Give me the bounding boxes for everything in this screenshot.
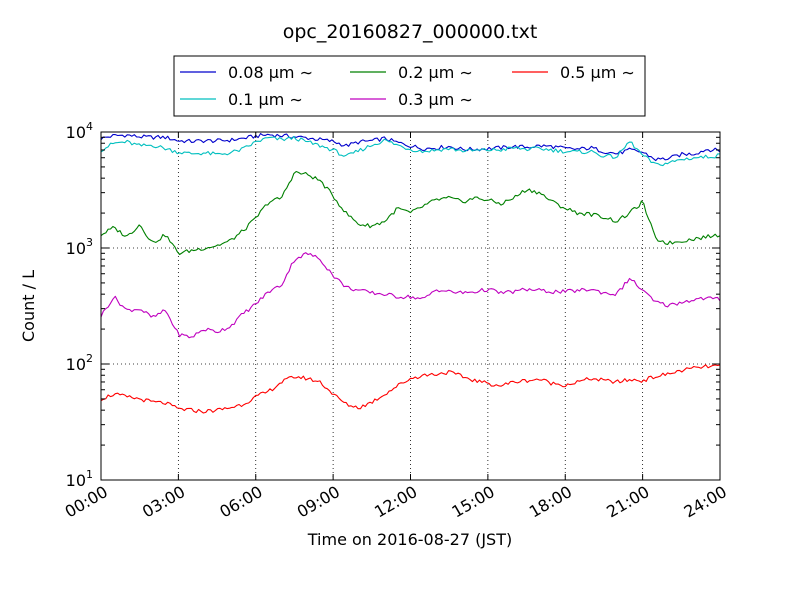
y-tick-label: 101	[66, 468, 93, 490]
x-tick-label: 06:00	[216, 482, 265, 522]
y-tick-label: 102	[66, 352, 93, 374]
series-layer	[100, 133, 721, 414]
x-tick-label: 12:00	[371, 482, 420, 522]
plot-background	[101, 132, 720, 480]
legend-label: 0.1 μm ∼	[228, 90, 303, 109]
y-axis: 101 102 103 104	[66, 120, 720, 490]
x-tick-label: 03:00	[139, 482, 188, 522]
series-line-0.1	[100, 135, 720, 167]
legend-label: 0.2 μm ∼	[398, 63, 473, 82]
legend-entry-0.2: 0.2 μm ∼	[350, 63, 473, 82]
x-axis-label: Time on 2016-08-27 (JST)	[307, 530, 512, 549]
x-tick-label: 24:00	[681, 482, 730, 522]
series-line-0.08	[100, 133, 721, 162]
legend-label: 0.08 μm ∼	[228, 63, 313, 82]
legend: 0.08 μm ∼ 0.1 μm ∼ 0.2 μm ∼ 0.3 μm ∼ 0.5 μm …	[173, 55, 646, 117]
legend-entry-0.08: 0.08 μm ∼	[180, 63, 313, 82]
x-tick-label: 18:00	[526, 482, 575, 522]
legend-entry-0.5: 0.5 μm ∼	[512, 63, 635, 82]
x-tick-label: 09:00	[294, 482, 343, 522]
y-tick-label: 104	[66, 120, 93, 142]
series-line-0.3	[100, 252, 721, 339]
legend-label: 0.3 μm ∼	[398, 90, 473, 109]
y-tick-label: 103	[66, 236, 93, 258]
series-line-0.2	[100, 170, 721, 256]
x-tick-label: 15:00	[448, 482, 497, 522]
x-tick-label: 21:00	[603, 482, 652, 522]
legend-entry-0.1: 0.1 μm ∼	[180, 90, 303, 109]
legend-entry-0.3: 0.3 μm ∼	[350, 90, 473, 109]
chart-title: opc_20160827_000000.txt	[283, 21, 538, 43]
legend-box	[173, 55, 646, 117]
series-line-0.5	[100, 364, 721, 414]
legend-label: 0.5 μm ∼	[560, 63, 635, 82]
y-axis-label: Count / L	[19, 270, 38, 342]
